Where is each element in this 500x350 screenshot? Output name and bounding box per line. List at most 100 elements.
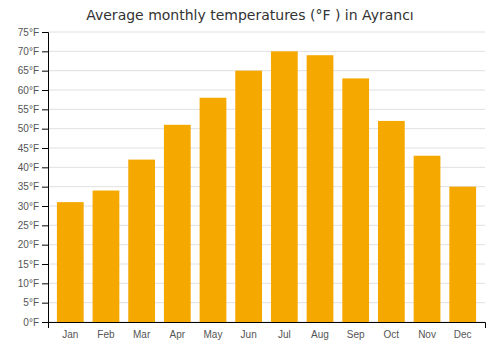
tick-mark <box>42 129 48 130</box>
tick: 20°F <box>18 239 48 250</box>
tick-mark <box>42 167 48 168</box>
tick-mark <box>42 264 48 265</box>
grid-line <box>48 109 485 110</box>
tick-mark <box>42 206 48 207</box>
grid <box>48 32 485 322</box>
grid-line <box>48 148 485 149</box>
tick: Oct <box>384 329 400 340</box>
tick-label: May <box>204 329 223 340</box>
tick: 40°F <box>18 162 48 173</box>
bar <box>57 202 84 322</box>
tick: 15°F <box>18 259 48 270</box>
tick-label: Sep <box>347 329 365 340</box>
tick-mark <box>42 283 48 284</box>
grid-line <box>48 90 485 91</box>
bar <box>164 125 191 322</box>
bar <box>342 78 369 322</box>
tick: Apr <box>170 329 186 340</box>
grid-line <box>48 51 485 52</box>
tick-label: 55°F <box>18 104 39 115</box>
tick-label: Oct <box>384 329 400 340</box>
tick-label: 35°F <box>18 181 39 192</box>
tick: 30°F <box>18 201 48 212</box>
tick: 55°F <box>18 104 48 115</box>
tick: Nov <box>418 329 436 340</box>
tick: May <box>204 329 223 340</box>
axis-domain <box>42 33 49 323</box>
grid-line <box>48 70 485 71</box>
tick-label: Aug <box>311 329 329 340</box>
tick: Jul <box>278 329 291 340</box>
tick-mark <box>42 187 48 188</box>
tick-label: 40°F <box>18 162 39 173</box>
title: Average monthly temperatures (°F ) in Ay… <box>86 7 414 23</box>
tick: 5°F <box>23 297 48 308</box>
tick-label: Dec <box>454 329 472 340</box>
tick-label: 10°F <box>18 278 39 289</box>
tick-mark <box>42 51 48 52</box>
tick: 25°F <box>18 220 48 231</box>
tick: 75°F <box>18 27 48 38</box>
tick-mark <box>42 32 48 33</box>
bar <box>93 191 120 322</box>
bar <box>378 121 405 322</box>
x-axis: Jan Feb Mar Apr May Jun Jul Aug Sep Oct Nov Dec <box>49 323 486 341</box>
tick-label: 5°F <box>23 297 39 308</box>
plot: 0°F 5°F 10°F 15°F 20°F 25°F 30°F 35°F 40°F 45°F 50… <box>18 27 486 340</box>
tick: Feb <box>97 329 115 340</box>
tick-label: 65°F <box>18 65 39 76</box>
bar <box>449 187 476 322</box>
tick: Jan <box>62 329 78 340</box>
bar <box>271 51 298 322</box>
tick-label: 45°F <box>18 143 39 154</box>
tick: Jun <box>241 329 257 340</box>
tick-mark <box>42 148 48 149</box>
tick-label: 15°F <box>18 259 39 270</box>
tick: 0°F <box>23 317 48 328</box>
bar <box>307 55 334 322</box>
tick-label: 60°F <box>18 85 39 96</box>
tick-mark <box>42 225 48 226</box>
tick: 35°F <box>18 181 48 192</box>
tick: Aug <box>311 329 329 340</box>
tick: 65°F <box>18 65 48 76</box>
tick: 10°F <box>18 278 48 289</box>
tick-label: Jan <box>62 329 78 340</box>
tick: 60°F <box>18 85 48 96</box>
tick-mark <box>42 90 48 91</box>
grid-line <box>48 128 485 129</box>
tick-label: 20°F <box>18 239 39 250</box>
tick-label: 0°F <box>23 317 39 328</box>
tick-mark <box>42 245 48 246</box>
tick-label: 50°F <box>18 123 39 134</box>
bar <box>414 156 441 322</box>
tick: Sep <box>347 329 365 340</box>
bar <box>235 71 262 322</box>
tick-mark <box>42 322 48 323</box>
tick-label: Feb <box>97 329 115 340</box>
tick: Mar <box>133 329 151 340</box>
tick-mark <box>42 109 48 110</box>
chart: Average monthly temperatures (°F ) in Ay… <box>0 0 500 350</box>
tick-label: Nov <box>418 329 436 340</box>
tick: Dec <box>454 329 472 340</box>
tick-label: 25°F <box>18 220 39 231</box>
grid-line <box>48 32 485 33</box>
tick-label: 70°F <box>18 46 39 57</box>
tick-label: Mar <box>133 329 151 340</box>
bar <box>128 160 155 322</box>
tick-mark <box>42 303 48 304</box>
y-axis: 0°F 5°F 10°F 15°F 20°F 25°F 30°F 35°F 40°F 45°F 50… <box>18 27 49 328</box>
bar <box>200 98 227 322</box>
tick-label: 75°F <box>18 27 39 38</box>
tick: 50°F <box>18 123 48 134</box>
tick-mark <box>42 71 48 72</box>
axis-domain <box>49 323 486 329</box>
tick-label: Jul <box>278 329 291 340</box>
bars <box>57 51 476 322</box>
tick-label: Jun <box>241 329 257 340</box>
tick-label: Apr <box>170 329 186 340</box>
tick: 45°F <box>18 143 48 154</box>
tick-label: 30°F <box>18 201 39 212</box>
tick: 70°F <box>18 46 48 57</box>
